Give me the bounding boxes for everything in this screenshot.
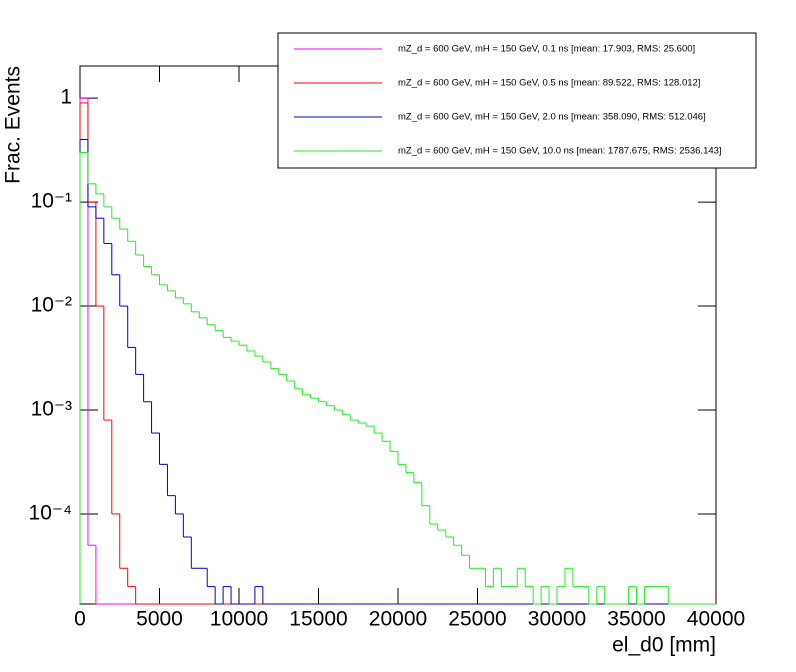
y-tick-label: 10⁻² (31, 294, 72, 317)
x-tick-label: 15000 (289, 608, 347, 631)
x-tick-label: 10000 (210, 608, 268, 631)
x-tick-label: 25000 (448, 608, 506, 631)
legend-label: mZ_d = 600 GeV, mH = 150 GeV, 2.0 ns [me… (398, 112, 706, 123)
x-tick-label: 35000 (607, 608, 665, 631)
legend-label: mZ_d = 600 GeV, mH = 150 GeV, 0.5 ns [me… (398, 78, 700, 89)
x-tick-label: 20000 (369, 608, 427, 631)
y-tick-label: 10⁻⁴ (29, 501, 72, 524)
y-tick-label: 10⁻³ (31, 398, 72, 421)
x-tick-label: 0 (74, 608, 86, 631)
x-tick-label: 40000 (687, 608, 745, 631)
x-tick-label: 5000 (136, 608, 183, 631)
y-axis-title: Frac. Events (2, 66, 25, 184)
x-axis-title: el_d0 [mm] (612, 634, 716, 657)
y-tick-label: 10⁻¹ (31, 190, 72, 213)
x-tick-label: 30000 (528, 608, 586, 631)
y-tick-label: 1 (60, 86, 72, 109)
legend-label: mZ_d = 600 GeV, mH = 150 GeV, 0.1 ns [me… (398, 44, 695, 55)
legend-box (277, 32, 757, 169)
legend-label: mZ_d = 600 GeV, mH = 150 GeV, 10.0 ns [m… (398, 146, 722, 157)
